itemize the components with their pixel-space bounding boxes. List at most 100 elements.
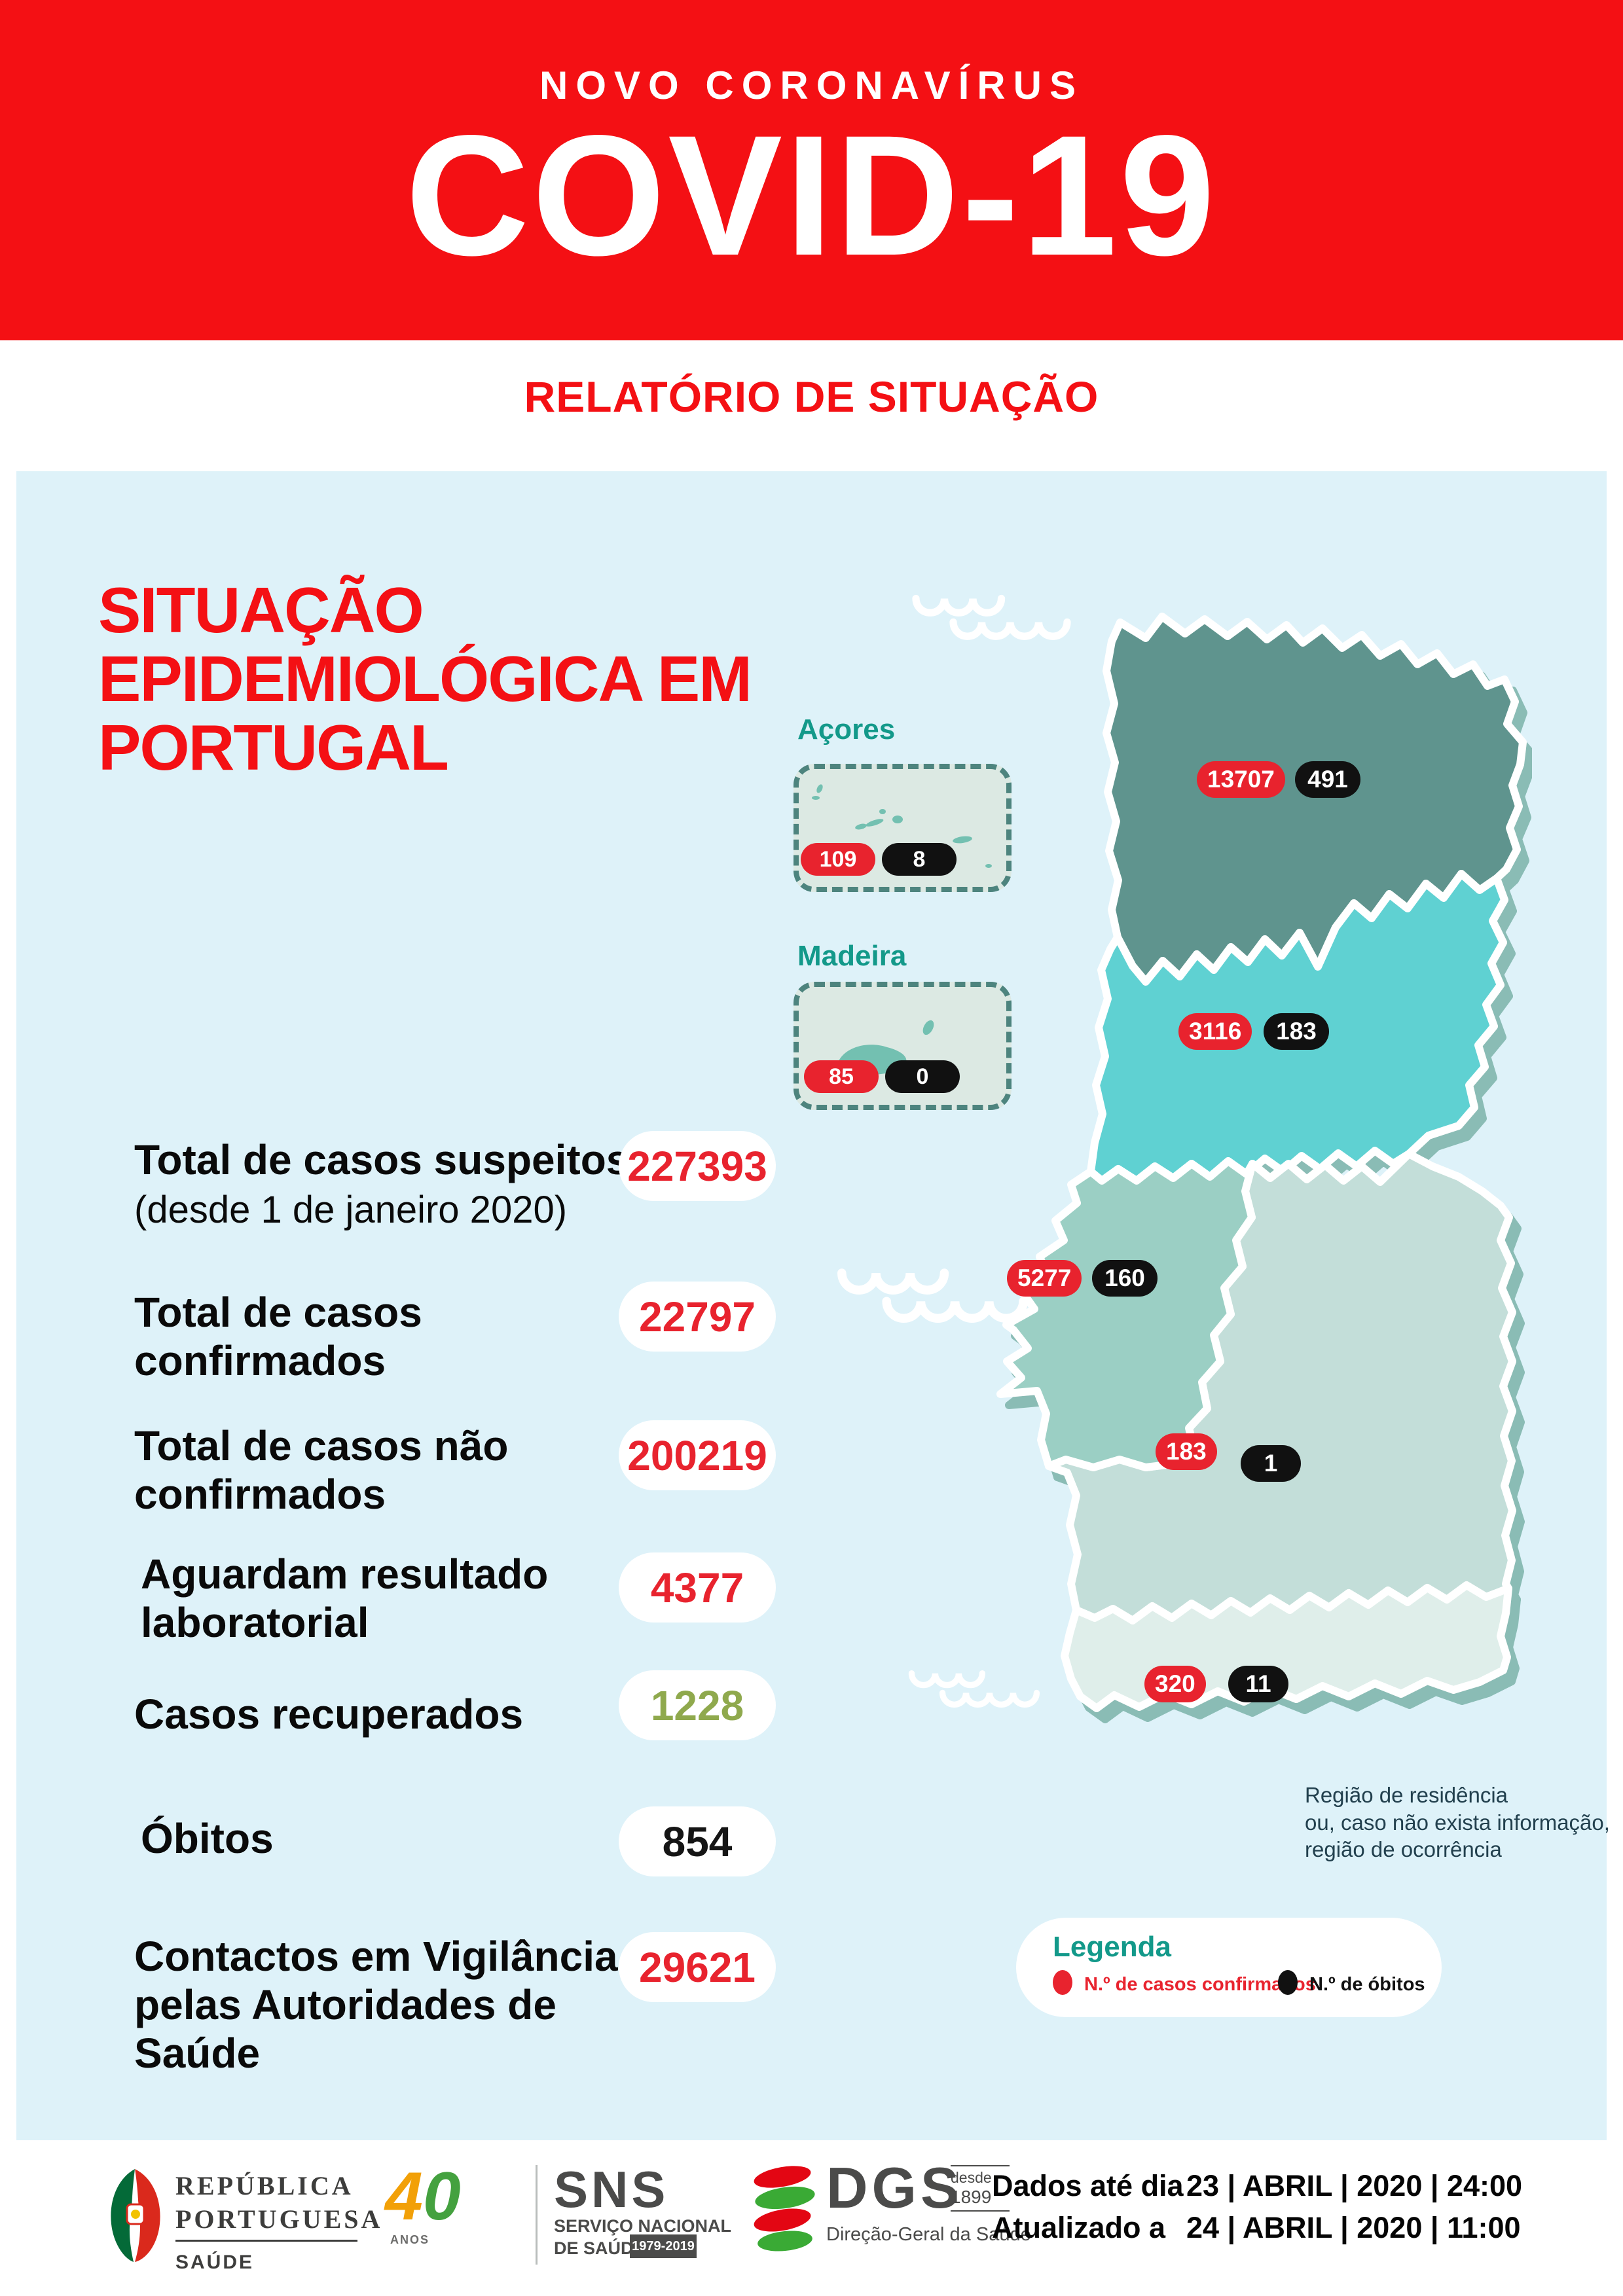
portugal-map-svg [996,613,1527,1712]
stat-label-suffix: (desde 1 de janeiro 2020) [134,1189,568,1232]
stat-value-suspeitos: 227393 [619,1131,776,1201]
badge-centro-deaths: 183 [1264,1013,1329,1050]
dgs-rule [951,2210,1010,2212]
badge-alentejo-confirmed: 183 [1156,1433,1217,1470]
stat-value-text: 227393 [627,1142,767,1190]
sns-40-anos-logo: 40 [385,2162,461,2231]
forty-0: 0 [422,2159,461,2234]
waves-icon [908,1670,1040,1708]
sns-years-badge: 1979-2019 [630,2234,697,2258]
map-note: Região de residência ou, caso não exista… [1305,1782,1610,1863]
badge-centro-confirmed: 3116 [1178,1013,1252,1050]
stat-label-text: Total de casos não confirmados [134,1422,509,1518]
stat-value-aguardam: 4377 [619,1552,776,1623]
dgs-wordmark: DGS [826,2155,963,2220]
legend: Legenda N.º de casos confirmados N.º de … [1016,1918,1442,2017]
madeira-label: Madeira [797,940,907,972]
stat-value-contactos: 29621 [619,1932,776,2002]
report-subtitle: RELATÓRIO DE SITUAÇÃO [524,372,1099,421]
section-title: SITUAÇÃO EPIDEMIOLÓGICA EM PORTUGAL [98,574,752,783]
dgs-since: desde 1899 [951,2162,1010,2214]
stat-value-text: 29621 [639,1943,756,1991]
section-title-line: SITUAÇÃO [98,574,424,646]
badge-value: 183 [1276,1018,1317,1045]
badge-algarve-deaths: 11 [1228,1666,1288,1702]
map-note-line: ou, caso não exista informação, [1305,1810,1610,1835]
dgs-desde: desde [951,2169,992,2186]
badge-value: 85 [829,1064,854,1089]
badge-value: 320 [1155,1670,1195,1697]
republica-portuguesa-logo-icon [111,2169,160,2262]
badge-norte-confirmed: 13707 [1197,761,1285,798]
section-title-line: PORTUGAL [98,711,449,783]
stat-label-text: Total de casos suspeitos [134,1136,630,1183]
waves-icon [912,594,1071,640]
waves-icon [837,1268,1028,1323]
stat-label-obitos: Óbitos [141,1814,671,1863]
stat-value-recuperados: 1228 [619,1670,776,1740]
badge-value: 3116 [1189,1018,1242,1045]
badge-algarve-confirmed: 320 [1144,1666,1206,1702]
stat-value-text: 200219 [627,1431,767,1479]
portugal-map [943,602,1532,1780]
stat-label-recuperados: Casos recuperados [134,1690,665,1738]
badge-value: 13707 [1207,766,1275,793]
badge-norte-deaths: 491 [1295,761,1360,798]
sns-wordmark: SNS [554,2161,669,2218]
subtitle-band: RELATÓRIO DE SITUAÇÃO [0,340,1623,471]
sns-name-line: SERVIÇO NACIONAL [554,2216,732,2236]
header-kicker: NOVO CORONAVÍRUS [539,63,1084,107]
badge-value: 183 [1166,1438,1207,1465]
dgs-year: 1899 [951,2187,992,2207]
stat-value-obitos: 854 [619,1806,776,1876]
stat-value-confirmados: 22797 [619,1282,776,1352]
stat-label-text: Óbitos [141,1815,274,1862]
badge-value: 160 [1104,1265,1145,1291]
badge-value: 1 [1264,1450,1278,1477]
badge-lvt-confirmed: 5277 [1007,1260,1082,1297]
stat-label-text: Casos recuperados [134,1691,524,1738]
badge-madeira-confirmed: 85 [804,1060,879,1093]
date-value: 23 | ABRIL | 2020 | 24:00 [1186,2169,1523,2202]
date-label: Dados até dia [992,2169,1184,2202]
stat-label-contactos: Contactos em Vigilância pelas Autoridade… [134,1932,665,2078]
legend-title: Legenda [1053,1931,1171,1963]
badge-value: 491 [1307,766,1348,793]
legend-deaths-label: N.º de óbitos [1309,1974,1425,1995]
stat-label-aguardam: Aguardam resultado laboratorial [141,1550,671,1647]
dgs-logo-icon [754,2166,815,2251]
acores-islands-icon [812,784,992,868]
page-title: COVID-19 [405,99,1218,291]
forty-4: 4 [385,2159,423,2234]
sns-anos-label: ANOS [390,2233,430,2246]
stat-value-text: 1228 [650,1681,744,1729]
badge-value: 5277 [1017,1265,1072,1291]
badge-lvt-deaths: 160 [1092,1260,1158,1297]
stat-label-text: Aguardam resultado laboratorial [141,1551,549,1647]
map-note-line: região de ocorrência [1305,1837,1502,1862]
stat-value-text: 22797 [639,1293,756,1340]
badge-madeira-deaths: 0 [885,1060,960,1093]
footer: REPÚBLICA PORTUGUESA SAÚDE 40 ANOS SNS S… [0,2140,1623,2296]
stat-label-text: Contactos em Vigilância pelas Autoridade… [134,1933,618,2077]
badge-value: 0 [916,1064,929,1089]
gov-line: PORTUGUESA [175,2204,383,2234]
stat-label-nao-confirmados: Total de casos não confirmados [134,1422,665,1518]
badge-acores-confirmed: 109 [801,843,875,876]
badge-alentejo-deaths: 1 [1241,1445,1301,1482]
legend-deaths-dot-icon [1278,1970,1298,1995]
dgs-rule [951,2165,1010,2166]
badge-value: 109 [819,846,857,872]
stat-value-text: 854 [662,1818,733,1865]
gov-line: REPÚBLICA [175,2171,354,2200]
section-title-line: EPIDEMIOLÓGICA EM [98,642,752,715]
gov-rule [175,2240,357,2242]
stat-value-nao-confirmados: 200219 [619,1420,776,1490]
gov-dept: SAÚDE [175,2251,255,2273]
republica-portuguesa-wordmark: REPÚBLICA PORTUGUESA [175,2169,382,2236]
stat-label-confirmados: Total de casos confirmados [134,1288,665,1385]
dgs-name: Direção-Geral da Saúde [826,2224,1031,2245]
legend-confirmed-label: N.º de casos confirmados [1084,1974,1316,1995]
header-banner: NOVO CORONAVÍRUS COVID-19 [0,0,1623,340]
